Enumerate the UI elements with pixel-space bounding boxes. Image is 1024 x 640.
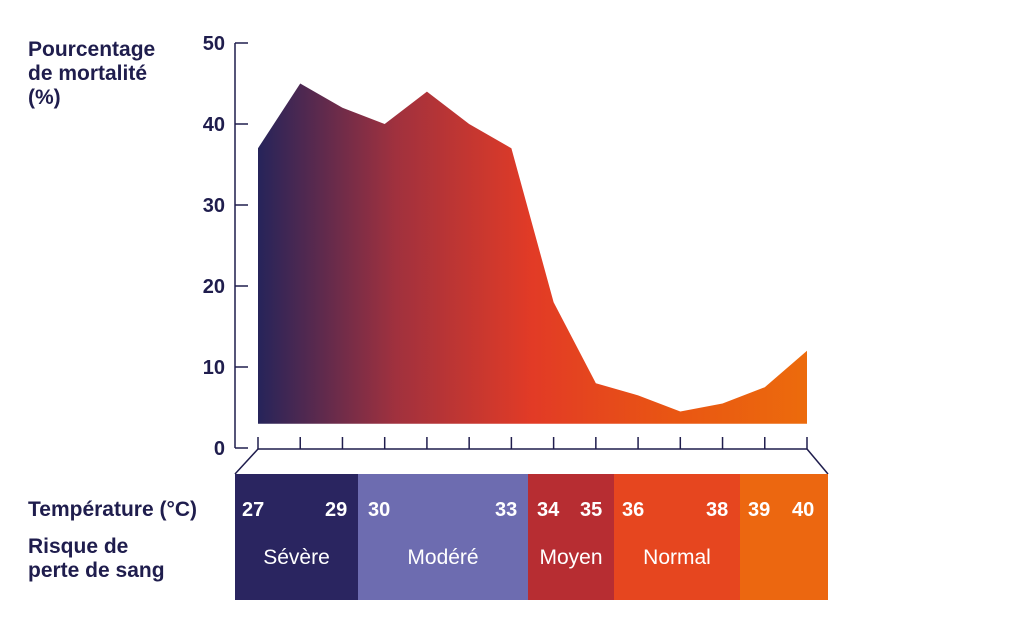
y-tick-label: 0 (214, 438, 225, 460)
y-axis: 0 10 20 30 40 50 (203, 33, 248, 460)
y-tick-label: 50 (203, 33, 225, 55)
band-high-normal (740, 474, 828, 600)
temp-tick-label: 36 (622, 499, 645, 521)
y-tick-label: 10 (203, 357, 225, 379)
plot-area (258, 83, 807, 424)
temp-tick-label: 33 (495, 499, 518, 521)
temp-tick-label: 39 (748, 499, 771, 521)
band-medium: Moyen (528, 474, 614, 600)
temp-tick-label: 38 (706, 499, 729, 521)
temp-tick-label: 34 (537, 499, 560, 521)
temp-tick-label: 29 (325, 499, 348, 521)
band-risk-label: Sévère (263, 546, 330, 569)
y-tick-label: 20 (203, 276, 225, 298)
risk-row-label: Risque de perte de sang (28, 535, 165, 582)
band-severe: Sévère (235, 474, 358, 600)
temperature-row-label: Température (°C) (28, 498, 198, 521)
band-connector (234, 448, 829, 475)
connector-line (806, 448, 829, 475)
temp-tick-label: 35 (580, 499, 603, 521)
y-axis-title: Pourcentage de mortalité (%) (28, 38, 156, 109)
band-risk-label: Modéré (407, 546, 479, 569)
connector-line (234, 448, 259, 475)
temp-tick-label: 30 (368, 499, 391, 521)
y-tick-label: 30 (203, 195, 225, 217)
mortality-area (258, 83, 807, 424)
temp-tick-label: 40 (792, 499, 815, 521)
band-normal: Normal (614, 474, 740, 600)
x-axis (257, 437, 808, 450)
y-tick-label: 40 (203, 114, 225, 136)
band-risk-label: Moyen (539, 546, 603, 569)
band-moderate: Modéré (358, 474, 528, 600)
band-risk-label: Normal (643, 546, 711, 569)
temp-tick-label: 27 (242, 499, 265, 521)
